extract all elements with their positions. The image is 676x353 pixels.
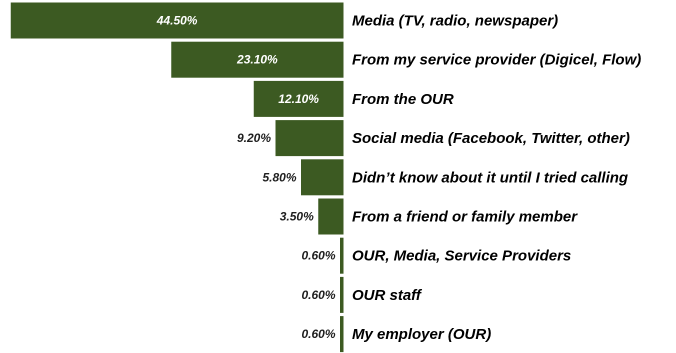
category-label: Social media (Facebook, Twitter, other): [352, 130, 630, 147]
category-label: From my service provider (Digicel, Flow): [352, 52, 641, 69]
data-label: 0.60%: [301, 327, 335, 341]
data-label: 5.80%: [262, 170, 296, 184]
category-label: From the OUR: [352, 91, 454, 108]
bar: [317, 197, 345, 236]
bar: [300, 158, 345, 197]
data-label: 12.10%: [278, 92, 319, 106]
data-label: 0.60%: [301, 249, 335, 263]
category-label: OUR staff: [352, 287, 423, 304]
bar: [339, 315, 345, 353]
data-label: 3.50%: [280, 210, 314, 224]
category-label: Didn’t know about it until I tried calli…: [352, 169, 628, 186]
bar: [339, 275, 345, 314]
data-label: 9.20%: [237, 131, 271, 145]
data-label: 23.10%: [236, 53, 278, 67]
category-label: My employer (OUR): [352, 326, 491, 343]
data-label: 0.60%: [301, 288, 335, 302]
category-label: From a friend or family member: [352, 209, 578, 226]
bar: [252, 79, 345, 118]
category-label: OUR, Media, Service Providers: [352, 248, 571, 265]
category-label: Media (TV, radio, newspaper): [352, 13, 558, 30]
data-label: 44.50%: [156, 14, 198, 28]
bar: [9, 1, 345, 40]
bar: [274, 119, 345, 158]
bar: [339, 236, 345, 275]
bar: [170, 40, 345, 79]
